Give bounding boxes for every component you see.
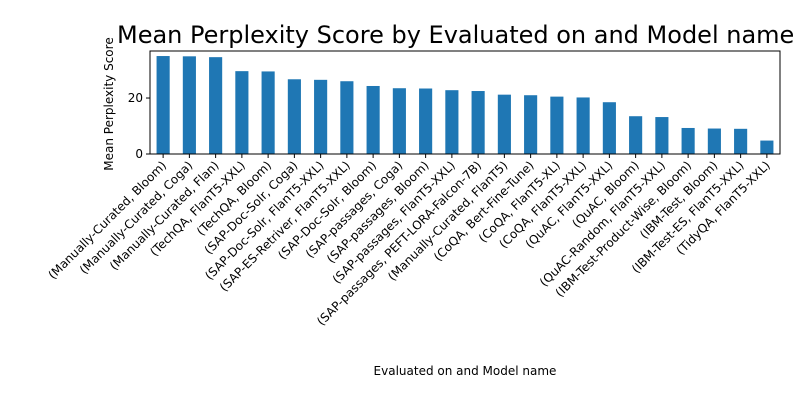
bar [734, 128, 748, 154]
y-tick-label: 20 [128, 91, 143, 105]
bar [471, 91, 485, 154]
bar [629, 116, 643, 154]
bar [655, 117, 669, 154]
bar [182, 56, 196, 155]
bar [707, 128, 721, 154]
bar [681, 127, 695, 154]
bar [497, 94, 511, 154]
bar [602, 102, 616, 154]
x-tick-label: (Manually-Curated, Flan) [107, 158, 222, 273]
bars-group [156, 56, 774, 155]
bar [550, 96, 564, 154]
bar [314, 79, 328, 154]
bar [576, 97, 590, 154]
chart-title: Mean Perplexity Score by Evaluated on an… [117, 21, 794, 49]
bar [524, 95, 538, 154]
bar [760, 140, 774, 154]
bar [445, 90, 459, 154]
bar [156, 56, 170, 155]
bar [419, 88, 433, 154]
bar [209, 57, 223, 154]
bar [366, 85, 380, 154]
bar [261, 71, 275, 154]
bar [287, 79, 301, 154]
plot-frame [149, 50, 781, 155]
y-ticks-group: 0 20 [128, 91, 150, 161]
y-tick-label: 0 [135, 147, 143, 161]
x-axis-label: Evaluated on and Model name [374, 364, 557, 378]
bar [340, 81, 354, 154]
bar [392, 88, 406, 154]
x-ticks-group: (Manually-Curated, Bloom)(Manually-Curat… [45, 154, 773, 328]
y-axis-label: Mean Perplexity Score [102, 37, 116, 170]
bar [235, 71, 249, 154]
